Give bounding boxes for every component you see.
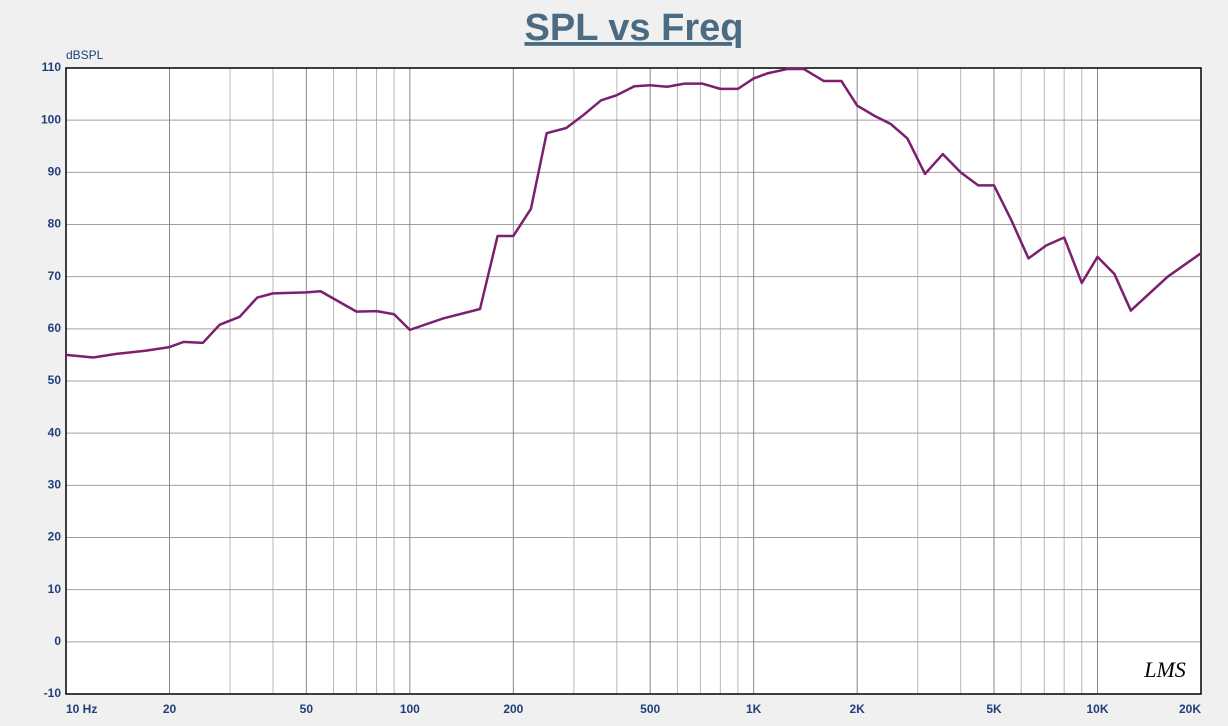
x-tick-label: 500 [640, 702, 660, 716]
y-tick-label: 0 [54, 634, 61, 648]
y-tick-label: 100 [41, 112, 61, 126]
chart-title: SPL vs Freq [525, 7, 744, 49]
y-tick-label: 40 [48, 425, 62, 439]
y-tick-label: 110 [42, 60, 62, 74]
y-tick-label: 90 [48, 165, 62, 179]
x-tick-label: 200 [503, 702, 523, 716]
x-tick-label: 20 [163, 702, 177, 716]
x-tick-label: 50 [300, 702, 314, 716]
y-tick-label: 20 [48, 530, 62, 544]
y-tick-label: -10 [44, 686, 62, 700]
y-tick-label: 60 [48, 321, 62, 335]
x-tick-label: 2K [849, 702, 865, 716]
x-tick-label: 20K [1179, 702, 1201, 716]
y-tick-label: 80 [48, 217, 62, 231]
y-tick-label: 50 [48, 373, 62, 387]
x-tick-label: 10 Hz [66, 702, 97, 716]
watermark: LMS [1143, 657, 1186, 682]
y-tick-label: 70 [48, 269, 62, 283]
y-axis-label: dBSPL [66, 48, 104, 62]
spl-line [65, 67, 1202, 359]
plot-border [65, 67, 1202, 695]
x-tick-label: 5K [986, 702, 1002, 716]
y-tick-label: 10 [48, 582, 62, 596]
y-tick-label: 30 [48, 478, 62, 492]
x-tick-label: 100 [400, 702, 420, 716]
x-tick-label: 1K [746, 702, 762, 716]
x-tick-label: 10K [1086, 702, 1108, 716]
